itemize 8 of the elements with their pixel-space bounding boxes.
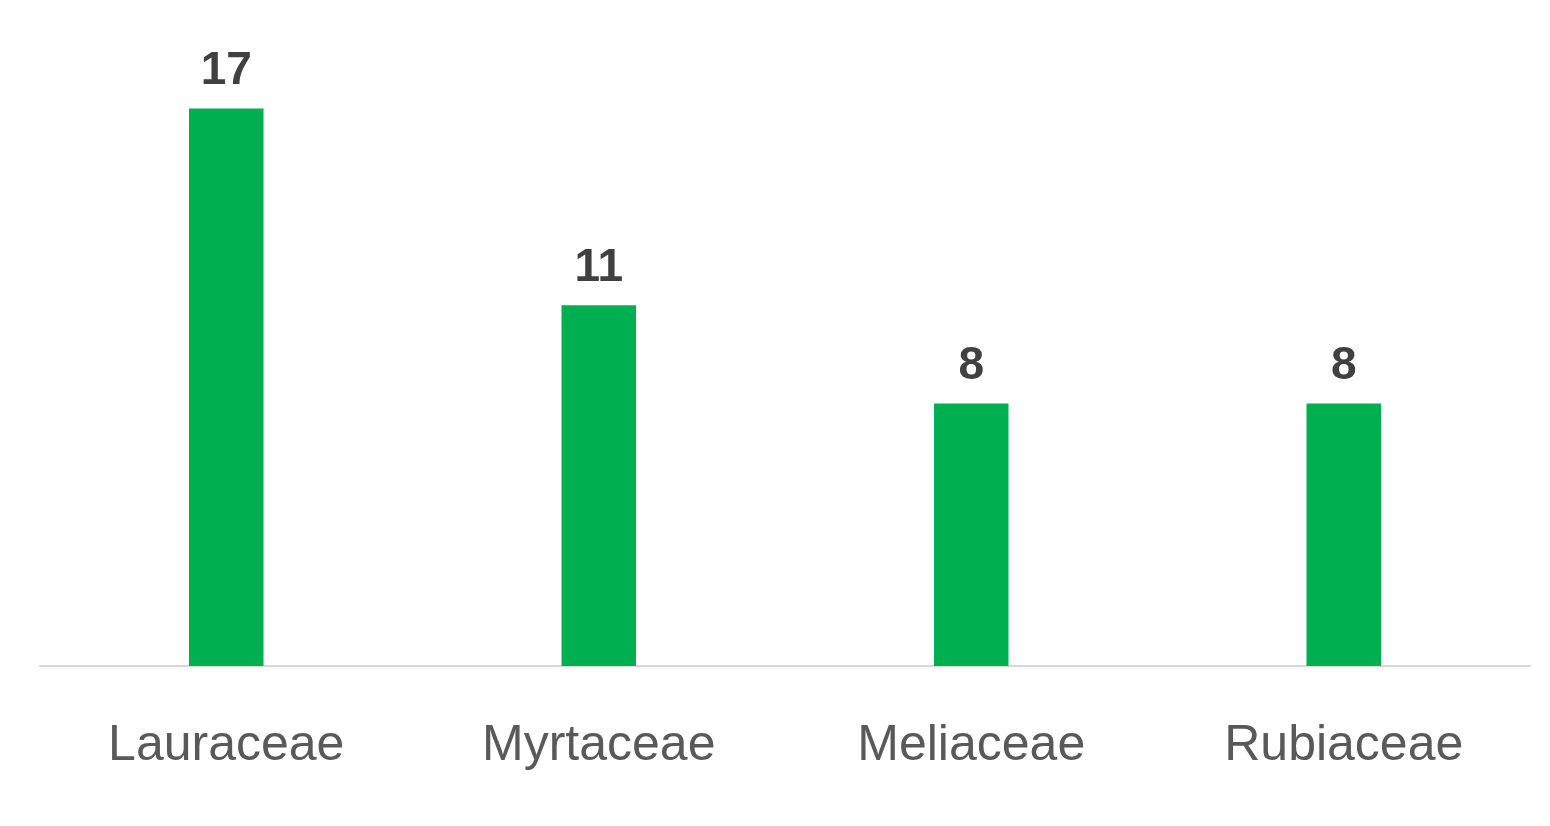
data-label: 11 [574,238,624,291]
x-tick-label: Myrtaceae [482,714,716,771]
x-tick-label: Rubiaceae [1224,714,1464,771]
x-tick-label: Meliaceae [857,714,1086,771]
data-label: 8 [1330,337,1357,390]
x-tick-label: Lauraceae [108,714,345,771]
data-label: 8 [958,337,985,390]
data-label: 17 [200,42,252,95]
